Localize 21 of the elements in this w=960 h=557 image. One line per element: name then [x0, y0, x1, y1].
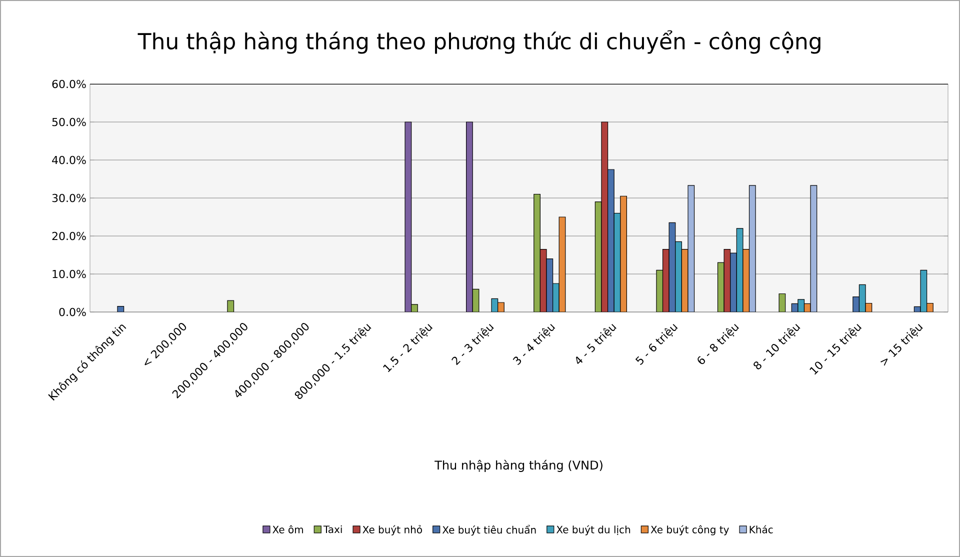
- y-tick-label: 40.0%: [52, 156, 86, 164]
- y-tick-label: 50.0%: [52, 118, 86, 126]
- y-tick-label: 20.0%: [52, 232, 86, 240]
- legend-label: Xe buýt tiêu chuẩn: [442, 524, 536, 536]
- y-tick-label: 30.0%: [52, 194, 86, 202]
- bar: [466, 122, 473, 312]
- legend-label: Taxi: [323, 525, 342, 534]
- legend-label: Xe buýt du lịch: [556, 525, 630, 536]
- x-axis-title: Thu nhập hàng tháng (VND): [434, 460, 602, 472]
- bar: [730, 252, 737, 312]
- bar: [607, 169, 614, 312]
- y-tick-label: 60.0%: [52, 80, 86, 88]
- legend-label: Xe buýt công ty: [650, 525, 729, 536]
- legend-label: Xe buýt nhỏ: [362, 525, 422, 536]
- bar: [778, 293, 786, 312]
- legend-label: Khác: [750, 525, 773, 534]
- y-tick-label: 0.0%: [59, 308, 86, 316]
- y-tick-label: 10.0%: [52, 270, 86, 278]
- legend-label: Xe ôm: [272, 525, 303, 534]
- bar: [227, 300, 234, 312]
- chart-title: Thu thập hàng tháng theo phương thức di chuyển - công cộng: [138, 30, 820, 54]
